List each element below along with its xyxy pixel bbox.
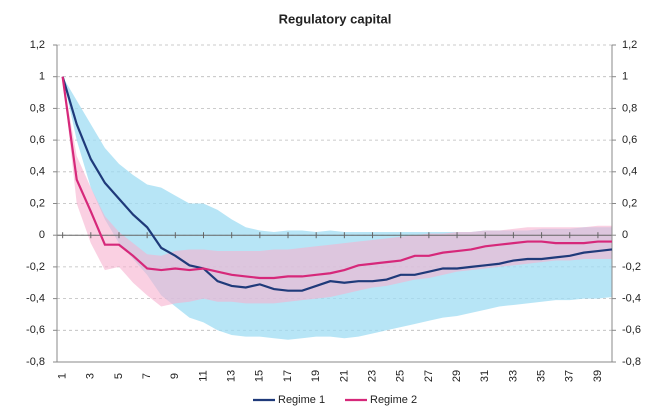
y-tick-label: 0 xyxy=(39,229,45,241)
y-tick-label: 0,6 xyxy=(30,134,45,146)
x-tick-label: 25 xyxy=(395,370,407,382)
y2-tick-label: 0,2 xyxy=(622,197,637,209)
y2-tick-label: 0,8 xyxy=(622,102,637,114)
legend-label: Regime 1 xyxy=(278,394,325,406)
x-tick-label: 19 xyxy=(310,370,322,382)
y2-tick-label: -0,2 xyxy=(622,261,641,273)
x-tick-label: 9 xyxy=(169,373,181,379)
y2-tick-label: -0,4 xyxy=(622,293,641,305)
y-tick-label: 1,2 xyxy=(30,39,45,51)
y-tick-label: 1 xyxy=(39,71,45,83)
series-line xyxy=(61,76,612,280)
x-tick-label: 11 xyxy=(197,370,209,381)
series-line xyxy=(61,76,613,292)
y-tick-label: -0,4 xyxy=(26,293,45,305)
x-tick-label: 37 xyxy=(564,370,576,382)
y2-tick-label: 0 xyxy=(622,229,628,241)
y2-tick-label: 0,4 xyxy=(622,166,637,178)
y-tick-label: 0,4 xyxy=(30,166,45,178)
y2-tick-label: 1 xyxy=(622,71,628,83)
y-tick-label: -0,8 xyxy=(26,356,45,368)
x-tick-label: 15 xyxy=(254,370,266,382)
y-tick-label: -0,2 xyxy=(26,261,45,273)
y-tick-label: -0,6 xyxy=(26,324,45,336)
chart-title: Regulatory capital xyxy=(279,11,392,26)
legend-label: Regime 2 xyxy=(370,394,417,406)
y2-tick-label: 1,2 xyxy=(622,39,637,51)
x-tick-label: 7 xyxy=(141,373,153,379)
y2-tick-label: -0,8 xyxy=(622,356,641,368)
x-tick-label: 23 xyxy=(366,370,378,382)
x-tick-label: 33 xyxy=(507,370,519,382)
x-tick-label: 1 xyxy=(57,373,69,379)
x-tick-label: 39 xyxy=(592,370,604,382)
x-tick-label: 29 xyxy=(451,370,463,382)
x-tick-label: 3 xyxy=(85,373,97,379)
x-tick-label: 21 xyxy=(338,370,350,382)
y-tick-label: 0,8 xyxy=(30,102,45,114)
y2-tick-label: 0,6 xyxy=(622,134,637,146)
x-tick-label: 27 xyxy=(423,370,435,382)
x-tick-label: 35 xyxy=(535,370,547,382)
x-tick-label: 13 xyxy=(226,370,238,382)
confidence-band xyxy=(62,76,612,340)
y2-tick-label: -0,6 xyxy=(622,324,641,336)
y-tick-label: 0,2 xyxy=(30,197,45,209)
x-tick-label: 31 xyxy=(479,370,491,382)
x-tick-label: 5 xyxy=(113,373,125,379)
x-tick-label: 17 xyxy=(282,370,294,382)
